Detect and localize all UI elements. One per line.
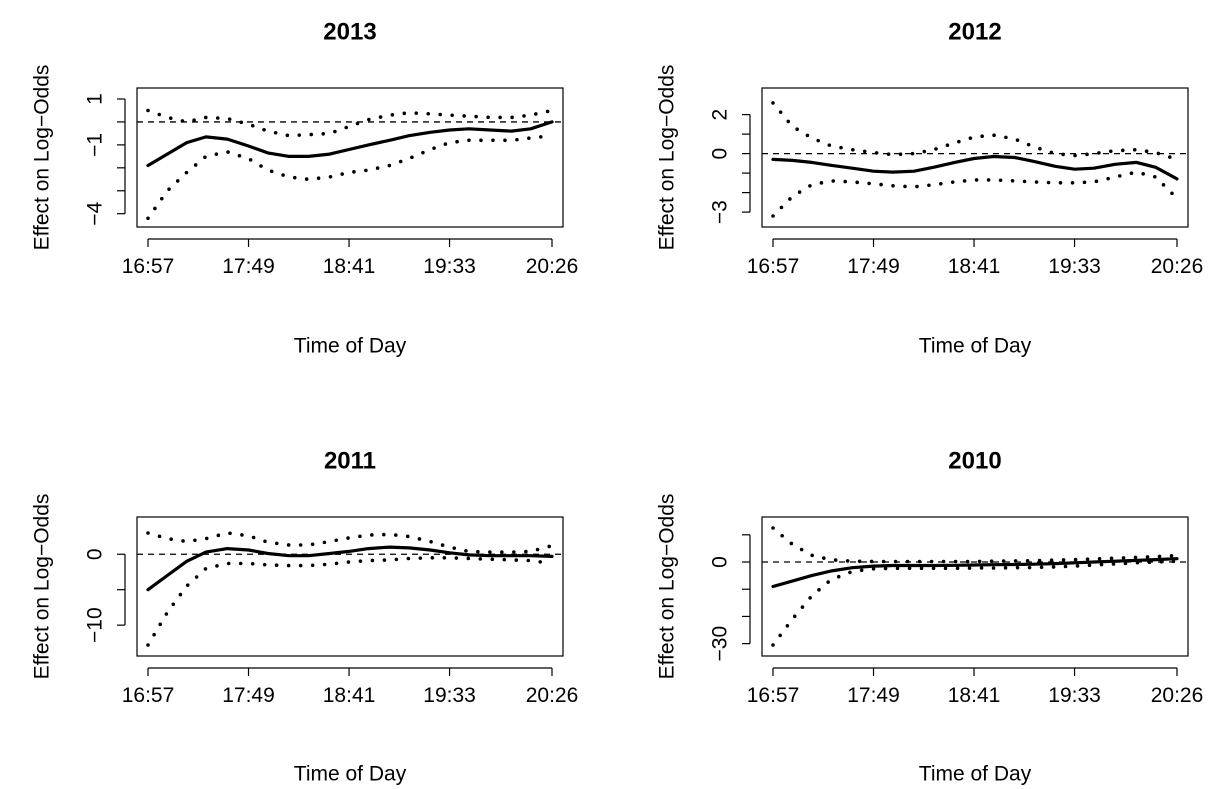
x-tick-label: 19:33 [1048,255,1101,278]
x-tick-label: 20:26 [526,684,579,707]
estimate-line [771,154,1179,181]
y-tick-label: −10 [84,607,107,643]
upper-bound-line [771,101,1179,162]
y-axis-label: Effect on Log−Odds [656,494,679,680]
y-tick-label: −30 [709,626,732,662]
y-tick-label: 0 [84,548,107,560]
y-axis-label: Effect on Log−Odds [31,65,54,251]
lower-bound-line [146,555,554,647]
y-tick-label: 0 [709,556,732,568]
x-tick-label: 20:26 [1151,684,1204,707]
x-tick-label: 16:57 [122,684,175,707]
plot-box [136,87,564,228]
y-tick-label: −3 [709,200,732,224]
chart-title: 2012 [948,18,1001,45]
chart-title: 2013 [323,18,376,45]
upper-bound-line [771,526,1179,564]
estimate-line [771,557,1179,589]
y-axis-label: Effect on Log−Odds [31,494,54,680]
y-tick-label: −4 [84,201,107,225]
x-tick-label: 20:26 [1151,255,1204,278]
estimate-line [146,545,554,592]
upper-bound-line [146,108,554,138]
y-tick-label: 1 [84,93,107,105]
x-tick-label: 16:57 [122,255,175,278]
x-tick-label: 19:33 [423,255,476,278]
x-tick-label: 19:33 [1048,684,1101,707]
x-tick-label: 19:33 [423,684,476,707]
y-tick-label: 2 [709,109,732,121]
x-tick-label: 18:41 [948,684,1001,707]
x-tick-label: 17:49 [222,684,275,707]
x-tick-label: 18:41 [323,684,376,707]
x-axis-label: Time of Day [919,763,1032,786]
x-tick-label: 18:41 [323,255,376,278]
x-tick-label: 17:49 [222,255,275,278]
x-tick-label: 16:57 [747,255,800,278]
chart-title: 2011 [324,447,376,474]
x-axis-label: Time of Day [294,763,407,786]
upper-bound-line [146,531,554,554]
x-tick-label: 17:49 [847,255,900,278]
x-tick-label: 17:49 [847,684,900,707]
y-tick-label: 0 [709,148,732,160]
plot-box [761,516,1189,657]
x-tick-label: 20:26 [526,255,579,278]
x-tick-label: 16:57 [747,684,800,707]
estimate-line [146,120,554,168]
y-axis-label: Effect on Log−Odds [656,65,679,251]
x-axis-label: Time of Day [294,335,407,358]
x-tick-label: 18:41 [948,255,1001,278]
x-axis-label: Time of Day [919,335,1032,358]
plot-box [136,516,564,657]
lower-bound-line [771,559,1179,647]
y-tick-label: −1 [84,133,107,157]
lower-bound-line [771,170,1179,218]
plot-box [761,87,1189,228]
chart-title: 2010 [948,447,1001,474]
